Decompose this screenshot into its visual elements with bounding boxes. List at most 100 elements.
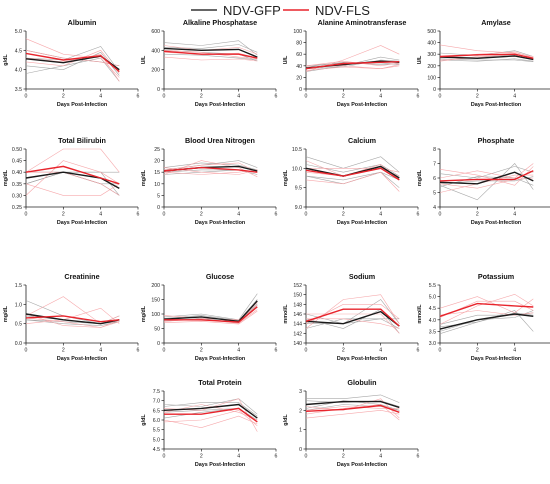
series-line-fls-mean bbox=[163, 166, 258, 173]
panel-blood-urea-nitrogen: Blood Urea Nitrogen 0 5 10 15 20 25 0 2 4 6 mg/dL Da… bbox=[141, 136, 278, 226]
y-axis-label: g/dL bbox=[141, 414, 147, 426]
series-line-gfp-individual bbox=[305, 171, 400, 181]
legend-label-ndv-gfp: NDV-GFP bbox=[223, 3, 281, 18]
panel-creatinine: Creatinine 0.0 0.5 1.0 1.5 0 2 4 6 mg/dL Days Post… bbox=[3, 272, 140, 362]
y-tick-label: 0.50 bbox=[12, 147, 22, 153]
x-tick-label: 0 bbox=[439, 348, 442, 354]
y-tick-label: 5.0 bbox=[15, 29, 22, 35]
series-line-fls-individual bbox=[306, 318, 400, 329]
x-tick-label: 4 bbox=[379, 212, 382, 218]
panel-albumin: Albumin 3.5 4.0 4.5 5.0 0 2 4 6 g/dL Days Post-Inf… bbox=[3, 18, 140, 108]
x-axis-label: Days Post-Infection bbox=[337, 462, 387, 468]
series-line-fls-individual bbox=[439, 293, 534, 325]
series-line-fls-mean bbox=[163, 50, 258, 59]
x-tick-label: 6 bbox=[417, 212, 420, 218]
x-tick-label: 0 bbox=[305, 348, 308, 354]
y-tick-label: 200 bbox=[151, 68, 160, 74]
panel-globulin: Globulin 0 1 2 3 0 2 4 6 g/dL Days Post-Infection bbox=[283, 378, 420, 468]
x-tick-label: 4 bbox=[99, 94, 102, 100]
series-line-gfp-mean bbox=[305, 165, 400, 179]
y-tick-label: 148 bbox=[293, 302, 302, 308]
x-tick-label: 2 bbox=[342, 454, 345, 460]
series-line-gfp-individual bbox=[305, 156, 400, 173]
y-tick-label: 25 bbox=[154, 147, 160, 153]
panel-title: Sodium bbox=[349, 272, 375, 281]
y-axis-label: mg/dL bbox=[3, 305, 9, 322]
x-tick-label: 4 bbox=[513, 348, 516, 354]
y-tick-label: 0.5 bbox=[15, 322, 22, 328]
y-tick-label: 400 bbox=[427, 41, 436, 47]
series-line-fls-individual bbox=[305, 303, 400, 324]
series-line-gfp-mean bbox=[439, 313, 534, 330]
y-tick-label: 60 bbox=[296, 52, 302, 58]
y-tick-label: 50 bbox=[154, 327, 160, 333]
panel-title: Calcium bbox=[348, 136, 376, 145]
series-line-gfp-mean bbox=[163, 47, 258, 58]
x-tick-label: 4 bbox=[237, 348, 240, 354]
x-tick-label: 4 bbox=[237, 454, 240, 460]
x-tick-label: 0 bbox=[305, 94, 308, 100]
y-axis-label: g/dL bbox=[3, 54, 9, 66]
series-line-gfp-individual bbox=[305, 400, 400, 411]
panel-title: Glucose bbox=[206, 272, 234, 281]
y-tick-label: 144 bbox=[293, 322, 302, 328]
panel-title: Total Bilirubin bbox=[58, 136, 106, 145]
y-tick-label: 1.0 bbox=[15, 302, 22, 308]
y-tick-label: 0 bbox=[157, 205, 160, 211]
series-line-fls-mean bbox=[305, 61, 400, 70]
y-tick-label: 152 bbox=[293, 283, 302, 289]
y-tick-label: 10 bbox=[154, 182, 160, 188]
panel-title: Total Protein bbox=[198, 378, 241, 387]
panel-total-protein: Total Protein 4.5 5.0 5.5 6.0 6.5 7.0 7.5 0 2 4 6 g/… bbox=[141, 378, 278, 468]
x-axis-label: Days Post-Infection bbox=[57, 220, 107, 226]
series-line-fls-mean bbox=[439, 53, 534, 59]
x-tick-label: 6 bbox=[275, 348, 278, 354]
y-tick-label: 6.5 bbox=[153, 408, 160, 414]
series-line-gfp-individual bbox=[163, 408, 258, 421]
y-tick-label: 600 bbox=[151, 29, 160, 35]
y-tick-label: 15 bbox=[154, 170, 160, 176]
series-line-fls-individual bbox=[25, 160, 120, 196]
series-line-fls-individual bbox=[25, 183, 120, 196]
x-axis-label: Days Post-Infection bbox=[471, 356, 521, 362]
x-tick-label: 6 bbox=[417, 348, 420, 354]
y-tick-label: 4 bbox=[433, 205, 436, 211]
series-line-fls-individual bbox=[25, 313, 120, 328]
series-line-gfp-mean bbox=[163, 300, 258, 323]
series-line-gfp-mean bbox=[163, 403, 258, 419]
panel-title: Amylase bbox=[481, 18, 511, 27]
y-tick-label: 150 bbox=[293, 293, 302, 299]
x-tick-label: 2 bbox=[200, 454, 203, 460]
x-tick-label: 0 bbox=[439, 94, 442, 100]
series-line-fls-mean bbox=[305, 167, 400, 181]
series-line-fls-individual bbox=[305, 404, 400, 421]
series-line-fls-individual bbox=[163, 162, 258, 173]
x-tick-label: 2 bbox=[476, 348, 479, 354]
x-tick-label: 6 bbox=[137, 348, 140, 354]
y-tick-label: 0.0 bbox=[15, 341, 22, 347]
y-tick-label: 9.0 bbox=[295, 205, 302, 211]
y-axis-label: mg/dL bbox=[141, 305, 147, 322]
x-tick-label: 0 bbox=[163, 348, 166, 354]
series-line-gfp-individual bbox=[163, 408, 258, 423]
x-axis-label: Days Post-Infection bbox=[337, 102, 387, 108]
series-line-fls-individual bbox=[163, 56, 258, 62]
series-line-fls-individual bbox=[163, 45, 258, 55]
y-tick-label: 150 bbox=[151, 298, 160, 304]
y-tick-label: 40 bbox=[296, 64, 302, 70]
y-tick-label: 6 bbox=[433, 176, 436, 182]
y-tick-label: 0 bbox=[157, 87, 160, 93]
y-tick-label: 10.0 bbox=[292, 166, 302, 172]
x-tick-label: 2 bbox=[200, 212, 203, 218]
series-line-gfp-individual bbox=[163, 40, 258, 56]
y-tick-label: 3.5 bbox=[15, 87, 22, 93]
series-line-fls-individual bbox=[163, 404, 258, 421]
y-tick-label: 2 bbox=[299, 408, 302, 414]
series-line-fls-individual bbox=[163, 409, 258, 427]
series-line-gfp-individual bbox=[163, 402, 258, 417]
y-tick-label: 0 bbox=[299, 447, 302, 453]
y-tick-label: 140 bbox=[293, 341, 302, 347]
y-tick-label: 200 bbox=[151, 283, 160, 289]
y-tick-label: 200 bbox=[427, 64, 436, 70]
